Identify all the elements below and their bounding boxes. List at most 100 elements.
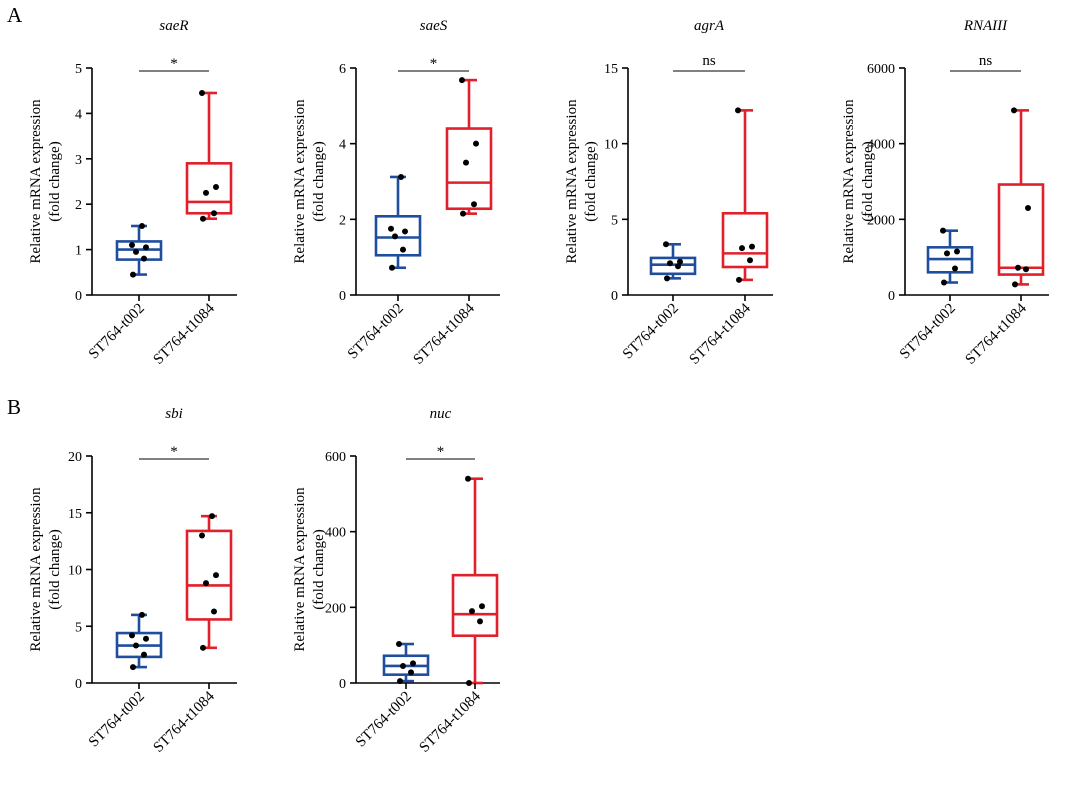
data-point [397,678,403,685]
data-point [211,608,217,615]
box-ST764-t002 [926,229,974,284]
chart-title: saeS [420,18,448,34]
data-point [664,275,670,282]
data-point [667,260,673,267]
y-axis-label-line1: Relative mRNA expression [28,487,44,652]
y-tick-label: 6 [339,62,346,77]
chart-saeR: saeR 0 1 2 3 4 5 Relative mRNA expression (fold … [28,18,237,368]
panel-letter-a: A [7,3,23,27]
data-point [129,632,135,639]
y-tick-label: 3 [75,153,82,168]
y-axis-label-line1: Relative mRNA expression [292,99,308,264]
data-point [129,242,135,249]
data-point [213,183,219,190]
data-point [944,250,950,257]
data-point [408,669,414,676]
box-ST764-t1084 [445,78,493,215]
chart-RNAIII: RNAIII 0 2000 4000 6000 Relative mRNA express… [841,18,1049,368]
significance-label: * [437,444,445,460]
data-point [389,264,395,271]
y-tick-label: 10 [604,138,618,153]
y-axis-label-line1: Relative mRNA expression [28,99,44,264]
x-tick-label: ST764-t1084 [417,688,485,756]
y-axis-label-line1: Relative mRNA expression [841,99,857,264]
significance-label: * [170,444,178,460]
data-point [209,513,215,520]
box-ST764-t1084 [721,109,769,282]
y-tick-label: 10 [68,564,82,579]
data-point [459,77,465,84]
y-axis-label-line2: (fold change) [311,141,327,221]
data-point [677,258,683,265]
data-point [400,662,406,669]
data-point [203,580,209,587]
data-point [736,276,742,283]
y-tick-label: 0 [339,677,346,692]
box-ST764-t1084 [451,477,499,685]
data-point [463,159,469,166]
y-tick-label: 0 [339,289,346,304]
x-tick-label: ST764-t002 [86,689,148,751]
box-iqr [997,183,1045,276]
y-tick-label: 600 [325,450,346,465]
data-point [199,89,205,96]
box-iqr [721,211,769,269]
y-axis-label-line1: Relative mRNA expression [564,99,580,264]
y-axis-label-line2: (fold change) [47,141,63,221]
data-point [200,644,206,651]
y-tick-label: 0 [611,289,618,304]
chart-nuc: nuc 0 200 400 600 Relative mRNA expression (fo… [292,406,500,756]
y-tick-label: 0 [75,289,82,304]
chart-title: agrA [694,18,725,34]
data-point [663,241,669,248]
box-ST764-t002 [374,175,422,270]
x-tick-label: ST764-t002 [345,301,407,363]
data-point [1015,264,1021,271]
data-point [749,243,755,250]
y-axis-label-line2: (fold change) [860,141,876,221]
data-point [203,189,209,196]
chart-title: RNAIII [963,18,1008,34]
data-point [141,255,147,262]
y-axis-label-line1: Relative mRNA expression [292,487,308,652]
data-point [396,641,402,648]
y-tick-label: 2 [339,213,346,228]
box-iqr [185,162,233,215]
y-tick-label: 15 [68,507,82,522]
x-tick-label: ST764-t1084 [963,300,1031,368]
x-tick-label: ST764-t1084 [411,300,479,368]
box-ST764-t1084 [997,109,1045,286]
data-point [739,245,745,252]
data-point [1012,281,1018,288]
box-ST764-t002 [649,243,697,280]
box-ST764-t1084 [185,514,233,650]
y-tick-label: 15 [604,62,618,77]
data-point [402,228,408,235]
y-tick-label: 0 [75,677,82,692]
y-tick-label: 4 [75,107,82,122]
data-point [141,651,147,658]
data-point [940,227,946,234]
y-axis-label-line2: (fold change) [583,141,599,221]
data-point [471,201,477,208]
data-point [473,140,479,147]
x-tick-label: ST764-t002 [897,301,959,363]
significance-label: ns [979,53,993,69]
chart-title: sbi [165,406,183,422]
data-point [1025,204,1031,211]
chart-agrA: agrA 0 5 10 15 Relative mRNA expression (fold … [564,18,773,368]
data-point [398,173,404,180]
box-iqr [374,215,422,257]
data-point [213,572,219,579]
data-point [952,265,958,272]
y-tick-label: 0 [888,289,895,304]
y-tick-label: 400 [325,526,346,541]
data-point [460,210,466,217]
y-tick-label: 6000 [867,62,895,77]
y-tick-label: 2 [75,198,82,213]
y-tick-label: 4 [339,138,346,153]
data-point [139,611,145,618]
data-point [139,222,145,229]
